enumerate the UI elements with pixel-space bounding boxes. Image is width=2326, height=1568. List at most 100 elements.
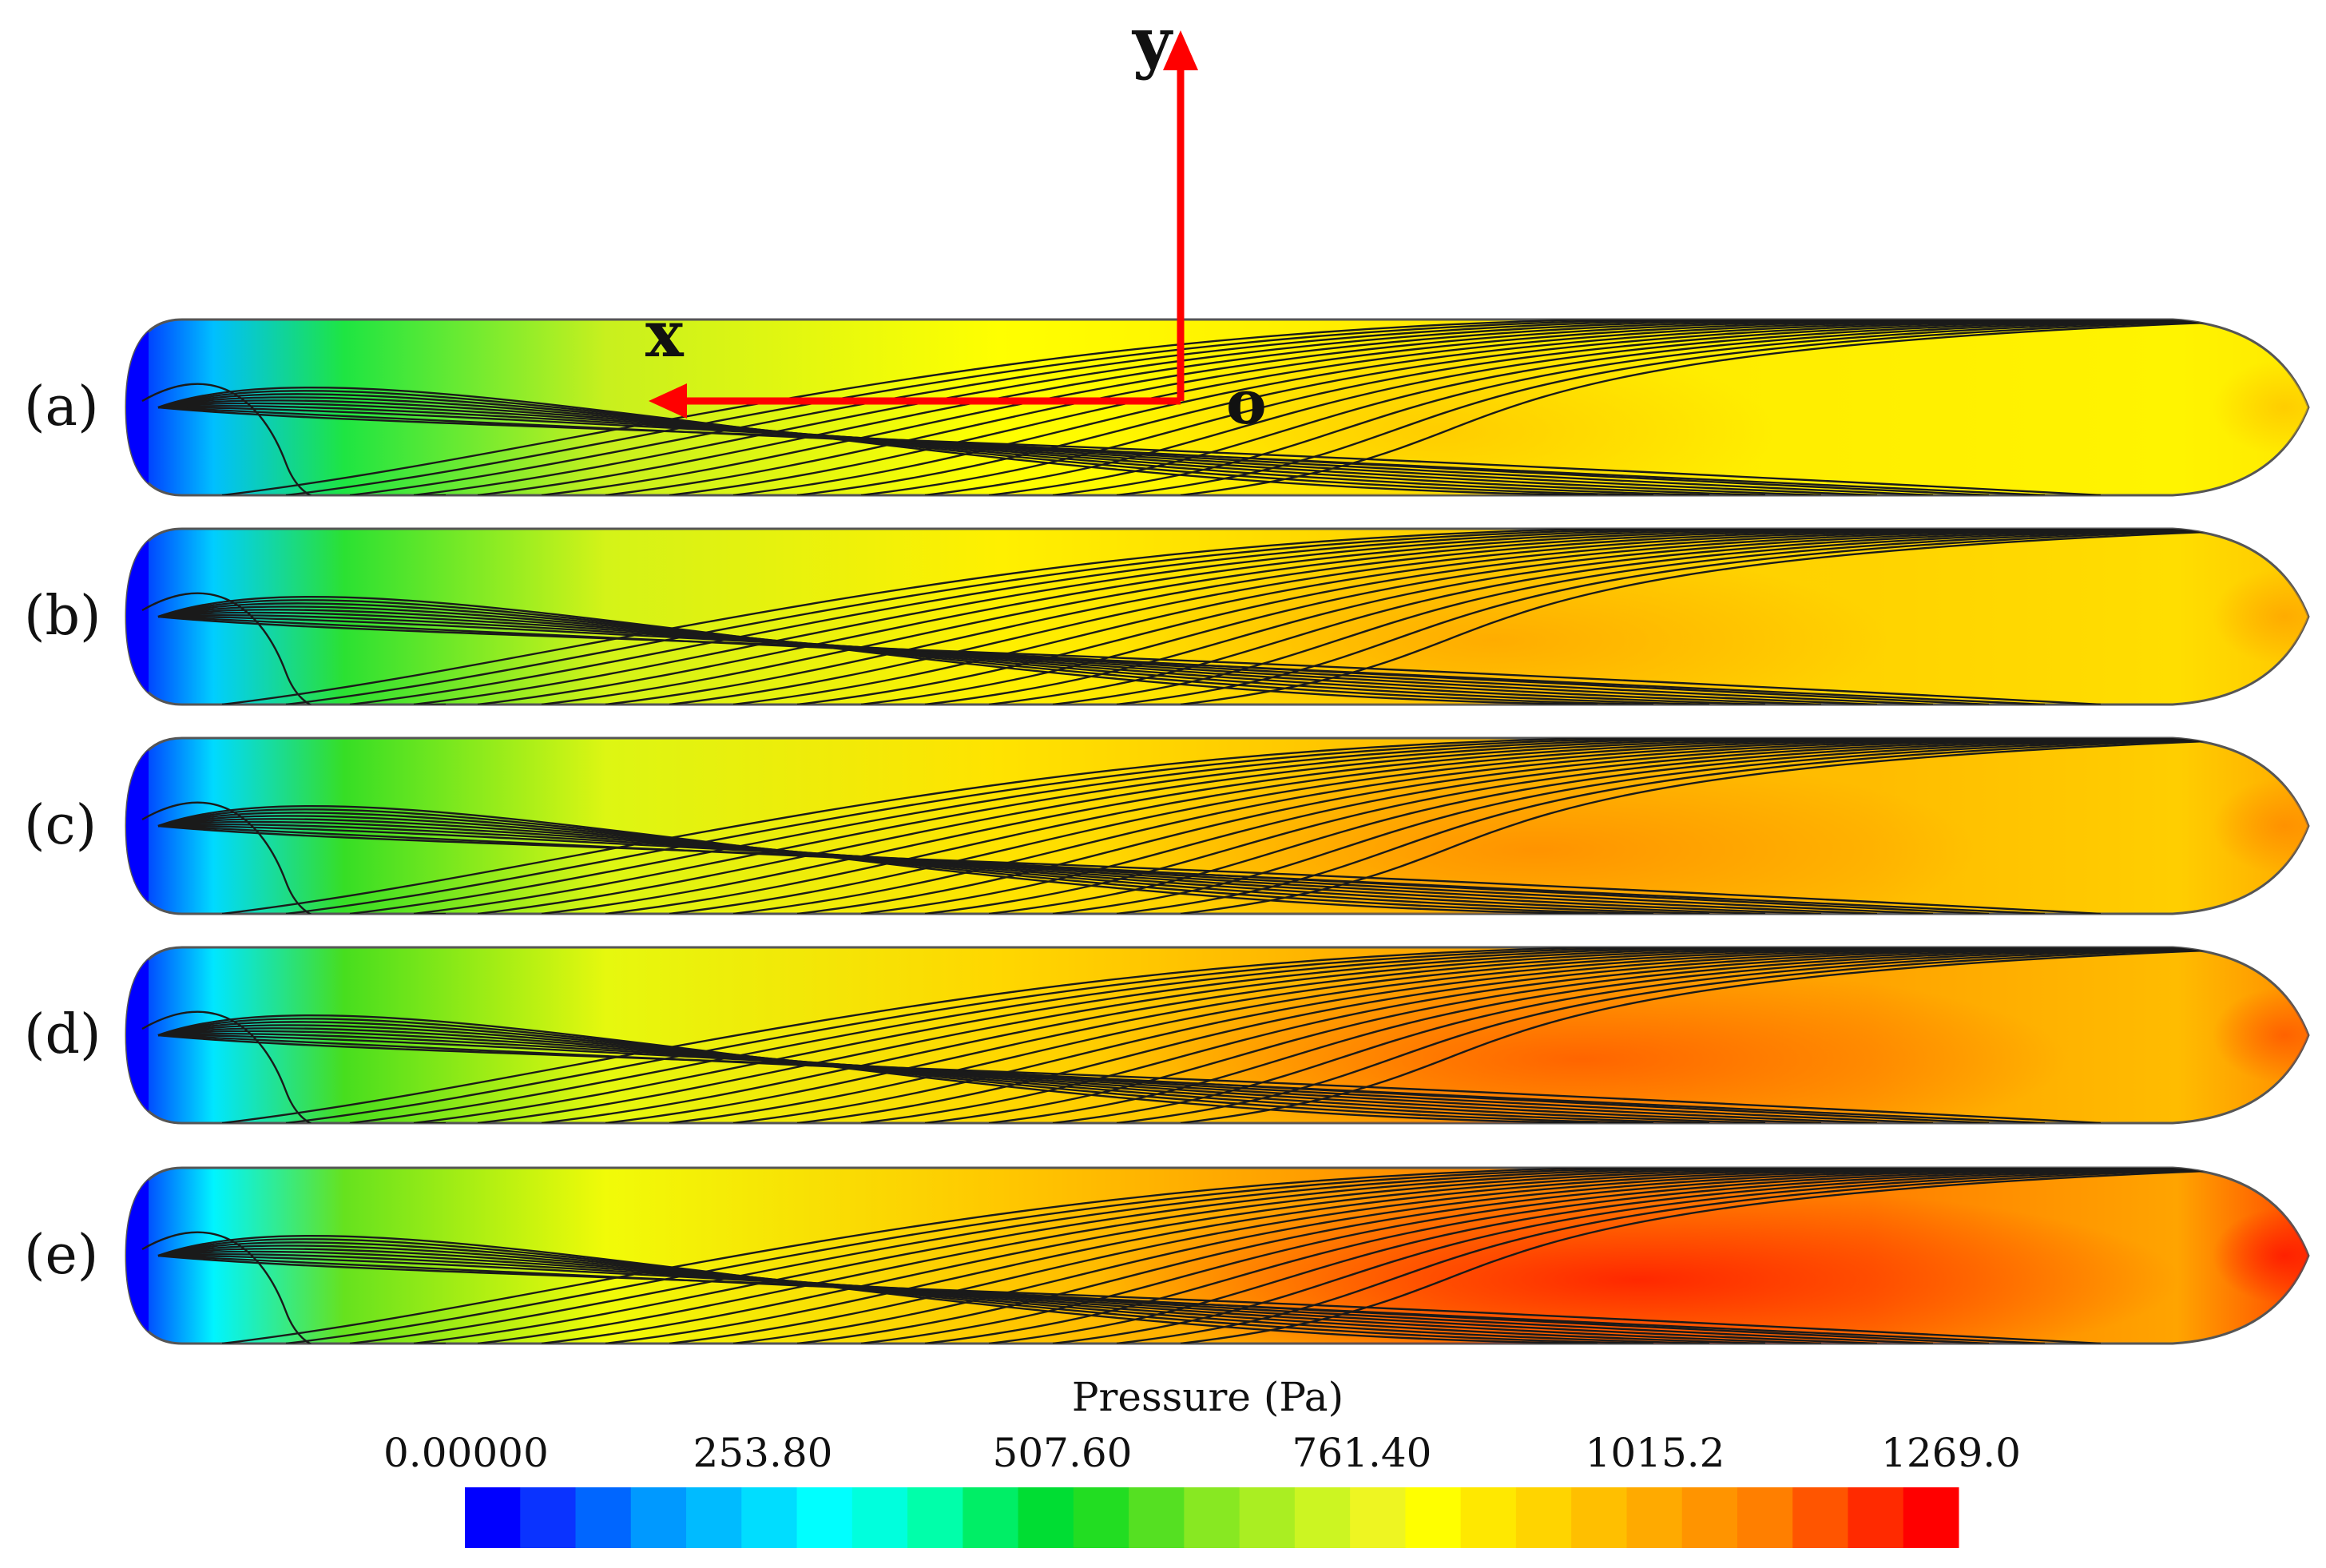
colorbar-swatch bbox=[1018, 1487, 1074, 1548]
streamline bbox=[157, 818, 1822, 914]
streamline bbox=[157, 823, 1934, 914]
streamline bbox=[477, 320, 1959, 495]
coordinate-axes: y x o bbox=[645, 2, 1267, 438]
panel-e: (e) bbox=[24, 1166, 2310, 1345]
streamline bbox=[285, 320, 1868, 495]
streamline bbox=[988, 320, 2202, 495]
streamline bbox=[605, 320, 2020, 495]
streamline bbox=[669, 529, 2050, 705]
x-axis-arrowhead bbox=[649, 383, 687, 419]
hull-interior bbox=[126, 320, 2308, 495]
colorbar-swatch bbox=[796, 1487, 853, 1548]
colorbar-tick-label: 507.60 bbox=[993, 1430, 1133, 1476]
colorbar-swatch bbox=[630, 1487, 687, 1548]
colorbar-swatch bbox=[1681, 1487, 1738, 1548]
streamline bbox=[157, 615, 1990, 705]
streamline bbox=[157, 1248, 1822, 1344]
streamline bbox=[924, 947, 2172, 1123]
colorbar-swatch bbox=[1129, 1487, 1185, 1548]
streamline bbox=[860, 1168, 2141, 1344]
colorbar: Pressure (Pa) 0.00000 253.80 507.60 761.40 1… bbox=[383, 1374, 2021, 1548]
streamline bbox=[796, 1168, 2111, 1344]
colorbar-tick-labels: 0.00000 253.80 507.60 761.40 1015.2 1269.0 bbox=[383, 1430, 2021, 1476]
streamline bbox=[413, 320, 1929, 495]
streamline bbox=[541, 529, 1990, 705]
nose-pressure-spot bbox=[2213, 778, 2308, 874]
streamline bbox=[796, 529, 2111, 705]
panel-label: (e) bbox=[24, 1224, 98, 1287]
streamline bbox=[285, 947, 1868, 1123]
streamline bbox=[157, 406, 1990, 495]
colorbar-swatch bbox=[1515, 1487, 1572, 1548]
streamline bbox=[285, 738, 1868, 914]
colorbar-swatch bbox=[1571, 1487, 1627, 1548]
colorbar-swatch bbox=[1737, 1487, 1793, 1548]
streamline bbox=[413, 1168, 1929, 1344]
streamline bbox=[732, 1168, 2081, 1344]
streamline bbox=[221, 738, 1838, 914]
streamline bbox=[796, 320, 2111, 495]
streamline bbox=[157, 609, 1822, 705]
colorbar-swatch bbox=[465, 1487, 521, 1548]
streamline bbox=[221, 320, 1838, 495]
streamline bbox=[477, 947, 1959, 1123]
colorbar-swatch bbox=[907, 1487, 963, 1548]
streamline bbox=[157, 820, 1878, 914]
streamline bbox=[924, 1168, 2172, 1344]
panel-d: (d) bbox=[24, 946, 2310, 1125]
streamline bbox=[221, 529, 1838, 705]
streamline bbox=[860, 738, 2141, 914]
streamline bbox=[732, 529, 2081, 705]
streamline bbox=[349, 320, 1899, 495]
streamline bbox=[157, 406, 2102, 495]
streamline bbox=[157, 615, 2102, 705]
colorbar-swatch bbox=[1848, 1487, 1904, 1548]
streamline bbox=[157, 613, 1934, 705]
panel-label: (a) bbox=[24, 375, 99, 439]
colorbar-swatch bbox=[1405, 1487, 1462, 1548]
streamline bbox=[157, 1034, 1990, 1123]
streamline bbox=[924, 738, 2172, 914]
y-axis-arrowhead bbox=[1163, 30, 1198, 70]
streamline bbox=[860, 947, 2141, 1123]
streamline bbox=[477, 529, 1959, 705]
high-pressure-region bbox=[1096, 963, 2067, 1123]
streamline bbox=[157, 399, 1822, 495]
colorbar-tick-label: 253.80 bbox=[693, 1430, 833, 1476]
colorbar-tick-label: 0.00000 bbox=[383, 1430, 549, 1476]
streamline bbox=[141, 383, 447, 495]
nose-pressure-spot bbox=[2213, 569, 2308, 665]
streamline bbox=[221, 1168, 1838, 1344]
streamline bbox=[413, 738, 1929, 914]
colorbar-swatch bbox=[1184, 1487, 1240, 1548]
hull-interior bbox=[126, 738, 2308, 914]
streamline bbox=[141, 801, 447, 914]
colorbar-swatch bbox=[1460, 1487, 1517, 1548]
streamline bbox=[796, 947, 2111, 1123]
panel-label: (d) bbox=[24, 1003, 101, 1066]
streamline bbox=[141, 1231, 447, 1344]
nose-pressure-spot bbox=[2213, 1208, 2308, 1304]
streamline bbox=[477, 738, 1959, 914]
colorbar-tick-label: 1015.2 bbox=[1586, 1430, 1725, 1476]
colorbar-swatch bbox=[1903, 1487, 1959, 1548]
streamline bbox=[988, 529, 2202, 705]
streamline bbox=[349, 529, 1899, 705]
colorbar-swatch bbox=[741, 1487, 798, 1548]
streamline bbox=[988, 1168, 2202, 1344]
streamline bbox=[349, 1168, 1899, 1344]
x-axis-label: x bbox=[645, 296, 685, 371]
high-pressure-region bbox=[1100, 545, 1887, 705]
colorbar-swatch bbox=[1792, 1487, 1848, 1548]
streamline bbox=[988, 947, 2202, 1123]
streamline bbox=[541, 738, 1990, 914]
streamline bbox=[157, 824, 1990, 914]
streamline bbox=[605, 947, 2020, 1123]
colorbar-tick-label: 761.40 bbox=[1292, 1430, 1432, 1476]
panel-label: (c) bbox=[24, 794, 97, 857]
origin-label: o bbox=[1226, 367, 1267, 438]
colorbar-swatch bbox=[520, 1487, 577, 1548]
colorbar-swatch bbox=[1073, 1487, 1129, 1548]
hull-interior bbox=[126, 1168, 2308, 1344]
